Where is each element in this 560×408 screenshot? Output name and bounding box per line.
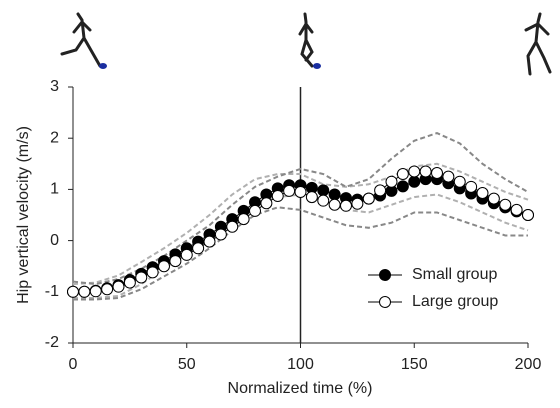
y-tick-label: 2 <box>50 129 59 146</box>
sd-line <box>72 162 529 286</box>
data-point <box>442 170 455 183</box>
data-point <box>169 255 182 268</box>
data-point <box>294 185 307 198</box>
figure-2 <box>298 12 314 68</box>
data-point <box>67 285 79 298</box>
data-point <box>123 276 136 289</box>
x-tick-label: 150 <box>401 356 428 373</box>
x-tick-label: 50 <box>178 356 196 373</box>
data-point <box>408 175 421 188</box>
data-point <box>112 280 125 293</box>
y-tick-label: 1 <box>50 181 59 198</box>
data-point <box>408 165 421 178</box>
data-point <box>305 191 318 204</box>
data-point <box>135 271 148 284</box>
legend-marker <box>379 269 391 281</box>
legend-marker <box>379 296 391 308</box>
data-point <box>510 203 523 216</box>
data-point <box>89 285 102 298</box>
data-point <box>283 184 296 197</box>
y-tick-label: -1 <box>45 283 59 300</box>
data-point <box>487 192 500 205</box>
data-point <box>249 204 261 217</box>
data-point <box>192 242 205 255</box>
data-point <box>237 213 250 226</box>
data-point <box>180 248 193 261</box>
data-point <box>522 209 534 221</box>
data-point <box>203 235 216 248</box>
y-tick-label: -2 <box>45 334 59 351</box>
data-point <box>226 220 239 233</box>
data-point <box>453 175 466 188</box>
data-point <box>396 180 409 193</box>
data-point <box>374 184 387 197</box>
foot-marker <box>313 63 321 69</box>
foot-marker <box>99 63 107 69</box>
legend-label: Small group <box>412 266 497 283</box>
data-point <box>260 197 273 210</box>
data-point <box>351 197 364 210</box>
data-point <box>78 285 91 298</box>
data-point <box>419 165 432 178</box>
y-tick-label: 0 <box>50 232 59 249</box>
sd-line <box>72 132 529 286</box>
data-point <box>362 192 375 205</box>
data-point <box>328 198 341 211</box>
figure-1 <box>60 12 102 68</box>
y-axis-title: Hip vertical velocity (m/s) <box>15 126 32 304</box>
data-point <box>340 199 352 212</box>
data-point <box>465 180 478 193</box>
data-point <box>385 175 398 188</box>
legend-label: Large group <box>412 293 498 310</box>
data-point <box>317 184 330 197</box>
data-point <box>431 167 443 180</box>
y-tick-label: 3 <box>50 78 59 95</box>
data-point <box>271 190 284 203</box>
data-point <box>499 198 512 211</box>
x-tick-label: 200 <box>515 356 542 373</box>
data-point <box>101 283 114 296</box>
stick-figures <box>60 12 552 76</box>
data-point <box>328 188 341 201</box>
data-point <box>476 186 489 199</box>
figure-3 <box>524 12 552 76</box>
x-tick-label: 100 <box>287 356 314 373</box>
x-axis-title: Normalized time (%) <box>228 380 373 397</box>
data-point <box>317 194 330 207</box>
data-point <box>396 168 409 181</box>
x-tick-label: 0 <box>69 356 78 373</box>
sd-line <box>73 206 528 301</box>
data-point <box>146 266 159 279</box>
data-point <box>214 228 227 241</box>
data-point <box>158 260 170 273</box>
